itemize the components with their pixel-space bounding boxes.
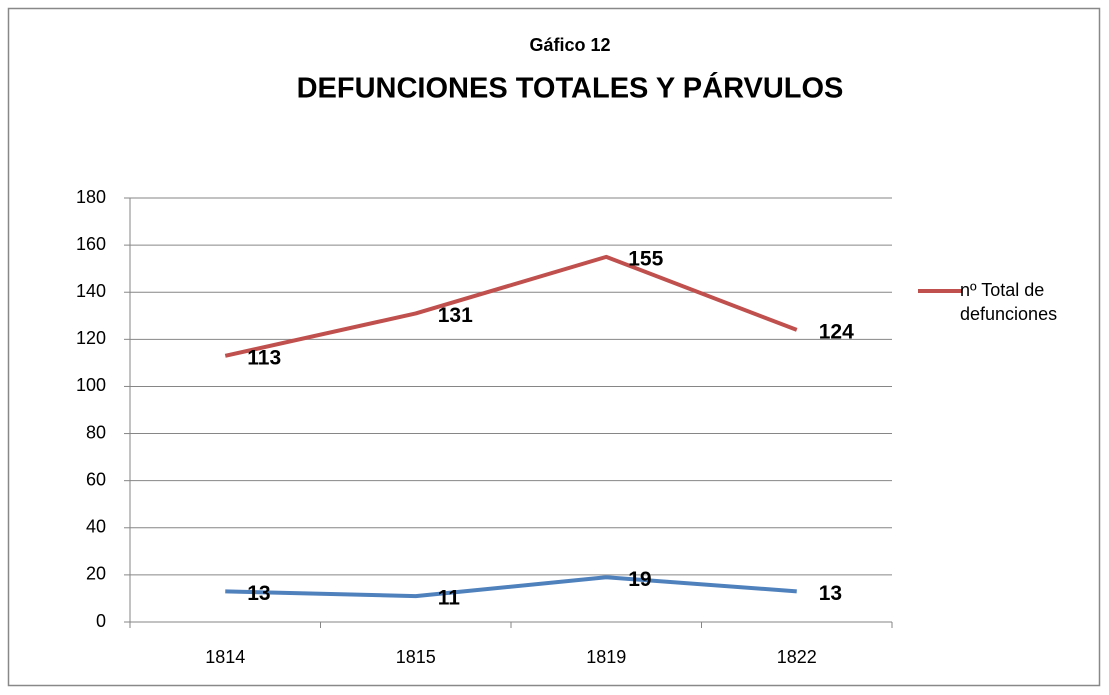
series-line [225, 575, 797, 599]
x-tick-label: 1815 [396, 647, 436, 667]
y-tick-label: 80 [86, 422, 106, 442]
legend-box: nº Total de defunciones [960, 280, 1058, 324]
y-tick-label: 120 [76, 328, 106, 348]
series-line [224, 254, 798, 358]
data-label: 155 [628, 247, 663, 270]
y-tick-label: 0 [96, 611, 106, 631]
y-tick-label: 60 [86, 469, 106, 489]
x-tick-label: 1819 [586, 647, 626, 667]
data-label: 11 [438, 587, 461, 610]
data-label: 13 [247, 582, 270, 605]
data-label: 19 [628, 568, 651, 591]
chart-border [7, 7, 1101, 687]
chart-subtitle: Gáfico 12 [529, 35, 610, 55]
chart-title: DEFUNCIONES TOTALES Y PÁRVULOS [297, 71, 844, 105]
y-tick-label: 20 [86, 564, 106, 584]
x-tick-label: 1814 [205, 647, 245, 667]
data-label: 124 [819, 320, 854, 343]
y-tick-label: 140 [76, 281, 106, 301]
x-tick-label: 1822 [777, 647, 817, 667]
data-label: 13 [819, 582, 842, 605]
y-tick-label: 100 [76, 375, 106, 395]
y-tick-label: 40 [86, 517, 106, 537]
data-label: 113 [247, 346, 281, 369]
legend-label: nº Total de defunciones [960, 280, 1058, 324]
y-tick-label: 180 [76, 187, 106, 207]
data-label: 131 [438, 304, 473, 327]
y-tick-label: 160 [76, 234, 106, 254]
